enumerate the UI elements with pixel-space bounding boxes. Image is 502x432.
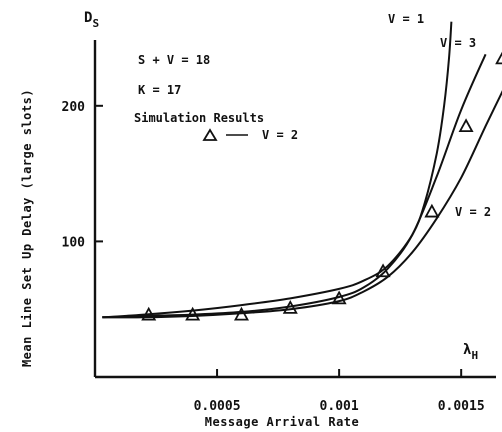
simulation-markers <box>141 51 502 321</box>
x-axis-symbol: λH <box>463 342 478 362</box>
simulation-point-8 <box>495 51 502 65</box>
simulation-point-2 <box>233 306 249 321</box>
simulation-point-6 <box>424 203 440 218</box>
series-label-v1: V = 1 <box>388 12 424 26</box>
annotation-simulation-results: Simulation Results <box>134 111 264 125</box>
simulation-legend: V = 2 <box>202 128 298 142</box>
y-tick-label-0: 100 <box>62 235 86 250</box>
annotation-s-plus-v: S + V = 18 <box>138 53 210 67</box>
series-label-v3: V = 3 <box>440 36 476 50</box>
legend-triangle-marker <box>202 128 218 141</box>
simulation-point-4 <box>331 290 347 305</box>
simulation-point-3 <box>282 299 298 314</box>
x-tick-label-0: 0.0005 <box>194 399 241 414</box>
simulation-point-7 <box>458 118 474 133</box>
y-axis-symbol: DS <box>84 10 99 30</box>
annotation-k: K = 17 <box>138 83 181 97</box>
legend-label: V = 2 <box>262 128 298 142</box>
ticks: 0.0005 0.001 0.0015 100 200 <box>62 100 485 414</box>
y-tick-label-1: 200 <box>62 100 86 115</box>
simulation-point-0 <box>141 306 157 321</box>
x-axis-title: Message Arrival Rate <box>205 415 360 429</box>
x-tick-label-1: 0.001 <box>320 399 359 414</box>
series-label-v2: V = 2 <box>455 205 491 219</box>
simulation-point-1 <box>185 306 201 321</box>
axes <box>93 40 496 379</box>
series-line-2 <box>102 90 502 319</box>
series-line-0 <box>102 21 453 319</box>
y-axis-title: Mean Line Set Up Delay (large slots) <box>20 89 34 367</box>
simulation-point-5 <box>375 263 391 278</box>
x-tick-label-2: 0.0015 <box>438 399 485 414</box>
